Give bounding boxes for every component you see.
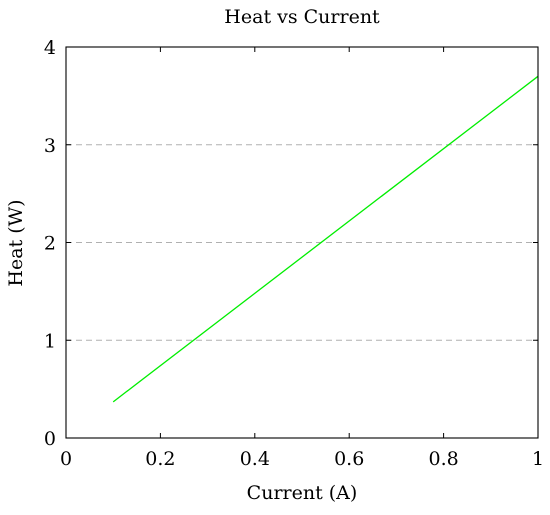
x-tick-label-5: 1 [532, 448, 544, 470]
x-tick-label-3: 0.6 [334, 448, 364, 470]
y-axis-label: Heat (W) [5, 199, 27, 286]
y-tick-label-4: 4 [44, 37, 56, 59]
y-tick-label-0: 0 [44, 428, 56, 450]
x-axis-label: Current (A) [247, 482, 358, 504]
x-tick-label-4: 0.8 [428, 448, 458, 470]
gridlines [66, 144, 538, 341]
x-tick-label-2: 0.4 [240, 448, 270, 470]
ticks: 0 0.2 0.4 0.6 0.8 1 0 1 2 3 4 [44, 37, 544, 470]
series-layer [112, 75, 539, 403]
y-tick-label-2: 2 [44, 233, 56, 255]
y-tick-label-1: 1 [44, 330, 56, 352]
x-tick-label-0: 0 [60, 448, 72, 470]
chart-title: Heat vs Current [224, 6, 380, 28]
x-tick-label-1: 0.2 [145, 448, 175, 470]
series-line-0 [112, 75, 539, 403]
y-tick-label-3: 3 [44, 135, 56, 157]
